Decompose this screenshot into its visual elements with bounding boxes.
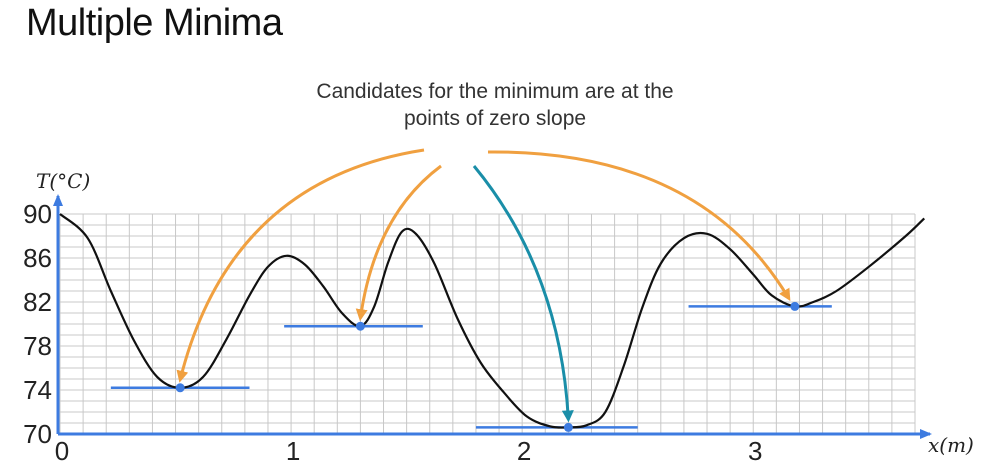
x-tick-label: 1 bbox=[286, 436, 300, 466]
y-tick-label: 90 bbox=[23, 199, 52, 229]
tangent-lines bbox=[110, 305, 832, 429]
x-tick-label: 3 bbox=[748, 436, 762, 466]
y-tick-label: 74 bbox=[23, 375, 52, 405]
x-tick-label: 0 bbox=[55, 436, 69, 466]
annotation-line-1: Candidates for the minimum are at the bbox=[316, 80, 674, 103]
curve-layer bbox=[59, 213, 926, 429]
annotation-arrow bbox=[487, 150, 791, 301]
annotation-arrow bbox=[176, 148, 425, 383]
minimum-point bbox=[175, 383, 185, 393]
annotation-text: Candidates for the minimum are at the po… bbox=[255, 78, 735, 132]
minimum-point bbox=[563, 422, 573, 432]
grid bbox=[59, 213, 916, 435]
minimum-points bbox=[175, 301, 800, 432]
x-axis-label: x(m) bbox=[928, 433, 974, 457]
annotation-arrows bbox=[176, 148, 791, 423]
y-axis-label: T(°C) bbox=[36, 169, 90, 193]
y-tick-label: 82 bbox=[23, 287, 52, 317]
temperature-curve bbox=[59, 213, 926, 429]
minimum-point bbox=[790, 301, 800, 311]
annotation-arrow bbox=[355, 164, 442, 322]
annotation-line-2: points of zero slope bbox=[403, 107, 587, 130]
x-tick-label: 2 bbox=[517, 436, 531, 466]
annotation-arrow bbox=[472, 165, 574, 423]
y-tick-label: 78 bbox=[23, 331, 52, 361]
minimum-point bbox=[355, 321, 365, 331]
axes bbox=[53, 194, 932, 439]
y-tick-label: 86 bbox=[23, 243, 52, 273]
tick-labels: 90 86 82 78 74 700 1 2 3 bbox=[23, 199, 762, 466]
slide-title: Multiple Minima bbox=[26, 2, 283, 44]
y-tick-label: 70 bbox=[23, 419, 52, 449]
